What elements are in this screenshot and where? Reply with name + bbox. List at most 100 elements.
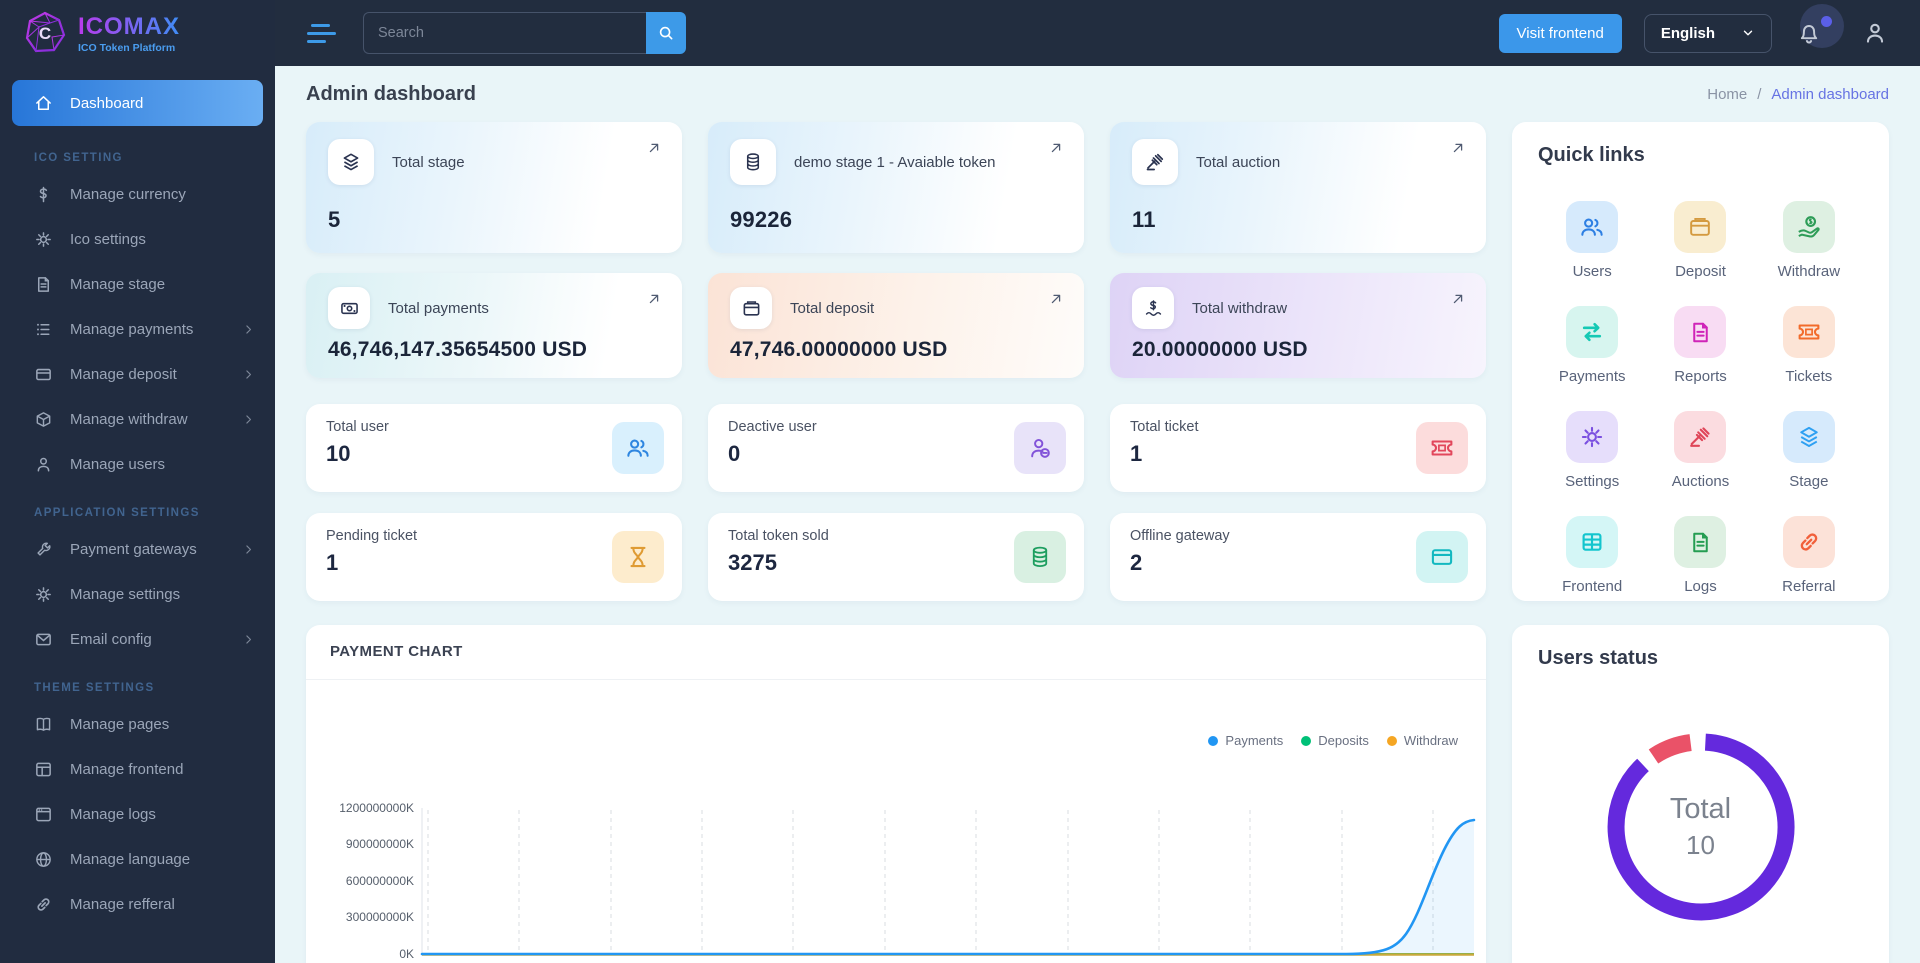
sidebar-nav: Dashboard ICO SETTING Manage currency Ic…	[0, 66, 275, 927]
quick-link-stage[interactable]: Stage	[1755, 411, 1863, 490]
arrow-up-right-icon[interactable]	[646, 140, 662, 156]
language-select[interactable]: English	[1643, 13, 1772, 53]
stat-card-total-auction: Total auction 11	[1110, 122, 1486, 253]
legend-item-deposits[interactable]: Deposits	[1301, 733, 1369, 748]
stat-card-value: 2	[1130, 550, 1143, 575]
quick-link-referral[interactable]: Referral	[1755, 516, 1863, 595]
chevron-down-icon	[1743, 30, 1753, 36]
arrow-up-right-icon[interactable]	[646, 291, 662, 307]
wallet-icon	[730, 287, 772, 329]
sidebar-item-manage-language[interactable]: Manage language	[0, 837, 275, 882]
stat-card-title: Offline gateway	[1130, 528, 1230, 544]
quick-link-frontend[interactable]: Frontend	[1538, 516, 1646, 595]
wallet-icon	[1674, 201, 1727, 253]
sidebar-item-manage-logs[interactable]: Manage logs	[0, 792, 275, 837]
stat-card-title: Total withdraw	[1192, 299, 1288, 317]
gear-icon	[36, 587, 51, 602]
sidebar-item-label: Manage pages	[70, 716, 170, 733]
chevron-right-icon	[246, 415, 252, 424]
sidebar-item-label: Manage deposit	[70, 366, 177, 383]
brand-logo[interactable]: C ICOMAX ICO Token Platform	[0, 0, 275, 66]
users-status-donut: Total 10	[1596, 722, 1806, 932]
payment-line-chart	[420, 808, 1476, 956]
notifications-button[interactable]	[1794, 4, 1844, 56]
quick-link-withdraw[interactable]: Withdraw	[1755, 201, 1863, 280]
quick-link-deposit[interactable]: Deposit	[1646, 201, 1754, 280]
quick-link-reports[interactable]: Reports	[1646, 306, 1754, 385]
sidebar-item-manage-pages[interactable]: Manage pages	[0, 702, 275, 747]
list-icon	[36, 322, 50, 337]
legend-dot-deposits	[1301, 735, 1312, 746]
sidebar-item-payment-gateways[interactable]: Payment gateways	[0, 527, 275, 572]
arrow-up-right-icon[interactable]	[1048, 291, 1064, 307]
users-status-card: Users status Total 10	[1512, 625, 1889, 963]
sidebar-item-label: Manage currency	[70, 186, 186, 203]
quick-link-payments[interactable]: Payments	[1538, 306, 1646, 385]
dollar-icon	[39, 186, 48, 203]
sidebar-item-label: Manage frontend	[70, 761, 184, 778]
breadcrumb-home-link[interactable]: Home	[1707, 85, 1748, 103]
gavel-icon	[1132, 139, 1178, 185]
chart-legend: Payments Deposits Withdraw	[1208, 733, 1458, 748]
y-tick: 600000000K	[345, 874, 414, 888]
section-heading-theme-settings: THEME SETTINGS	[34, 682, 155, 694]
stat-card-title: Total ticket	[1130, 419, 1199, 435]
visit-frontend-button[interactable]: Visit frontend	[1498, 13, 1622, 53]
quick-link-auctions[interactable]: Auctions	[1646, 411, 1754, 490]
sidebar-item-manage-stage[interactable]: Manage stage	[0, 262, 275, 307]
link-icon	[37, 898, 50, 911]
sidebar-item-manage-deposit[interactable]: Manage deposit	[0, 352, 275, 397]
quick-link-settings[interactable]: Settings	[1538, 411, 1646, 490]
stat-card-title: demo stage 1 - Avaiable token	[794, 153, 996, 171]
quick-link-users[interactable]: Users	[1538, 201, 1646, 280]
sidebar-item-label: Manage stage	[70, 276, 166, 293]
user-minus-icon	[1014, 422, 1066, 474]
arrow-up-right-icon[interactable]	[1450, 140, 1466, 156]
stat-card-total-deposit: Total deposit 47,746.00000000 USD	[708, 273, 1084, 378]
sidebar: C ICOMAX ICO Token Platform Dashboard IC…	[0, 0, 275, 963]
right-column: Quick links Users Deposit Withdraw	[1512, 122, 1889, 963]
sidebar-item-email-config[interactable]: Email config	[0, 617, 275, 662]
sidebar-item-manage-payments[interactable]: Manage payments	[0, 307, 275, 352]
arrow-up-right-icon[interactable]	[1048, 140, 1064, 156]
arrow-up-right-icon[interactable]	[1450, 291, 1466, 307]
stat-card-value: 5	[328, 207, 341, 232]
sidebar-item-dashboard[interactable]: Dashboard	[12, 80, 263, 126]
stat-card-value: 47,746.00000000 USD	[730, 338, 948, 361]
users-icon	[612, 422, 664, 474]
sidebar-item-label: Manage settings	[70, 586, 181, 603]
globe-icon	[36, 852, 51, 867]
file-icon	[1674, 306, 1727, 358]
grid-icon	[1566, 516, 1619, 568]
legend-dot-payments	[1208, 735, 1219, 746]
sidebar-item-manage-frontend[interactable]: Manage frontend	[0, 747, 275, 792]
quick-links-panel: Quick links Users Deposit Withdraw	[1512, 122, 1889, 601]
brand-tagline: ICO Token Platform	[78, 41, 176, 54]
user-profile-button[interactable]	[1862, 20, 1888, 46]
credit-card-icon	[1416, 531, 1468, 583]
quick-link-logs[interactable]: Logs	[1646, 516, 1754, 595]
search-bar	[363, 12, 686, 54]
stat-card-value: 1	[1130, 441, 1143, 466]
search-icon	[659, 26, 673, 40]
search-button[interactable]	[646, 12, 686, 54]
sidebar-item-manage-refferal[interactable]: Manage refferal	[0, 882, 275, 927]
ticket-icon	[1416, 422, 1468, 474]
search-input[interactable]	[363, 12, 646, 54]
quick-link-tickets[interactable]: Tickets	[1755, 306, 1863, 385]
legend-item-payments[interactable]: Payments	[1208, 733, 1283, 748]
sidebar-item-label: Manage language	[70, 851, 191, 868]
menu-toggle-button[interactable]	[307, 19, 337, 48]
main-content: Admin dashboard Home / Admin dashboard T…	[275, 0, 1920, 963]
wrench-icon	[37, 542, 51, 556]
stat-card-value: 20.00000000 USD	[1132, 338, 1308, 361]
sidebar-item-manage-settings[interactable]: Manage settings	[0, 572, 275, 617]
sidebar-item-ico-settings[interactable]: Ico settings	[0, 217, 275, 262]
breadcrumb: Home / Admin dashboard	[1707, 86, 1889, 103]
legend-item-withdraw[interactable]: Withdraw	[1386, 733, 1458, 748]
sidebar-item-manage-users[interactable]: Manage users	[0, 442, 275, 487]
sidebar-item-manage-withdraw[interactable]: Manage withdraw	[0, 397, 275, 442]
stat-card-value: 0	[728, 441, 741, 466]
quick-links-title: Quick links	[1538, 144, 1645, 166]
sidebar-item-manage-currency[interactable]: Manage currency	[0, 172, 275, 217]
